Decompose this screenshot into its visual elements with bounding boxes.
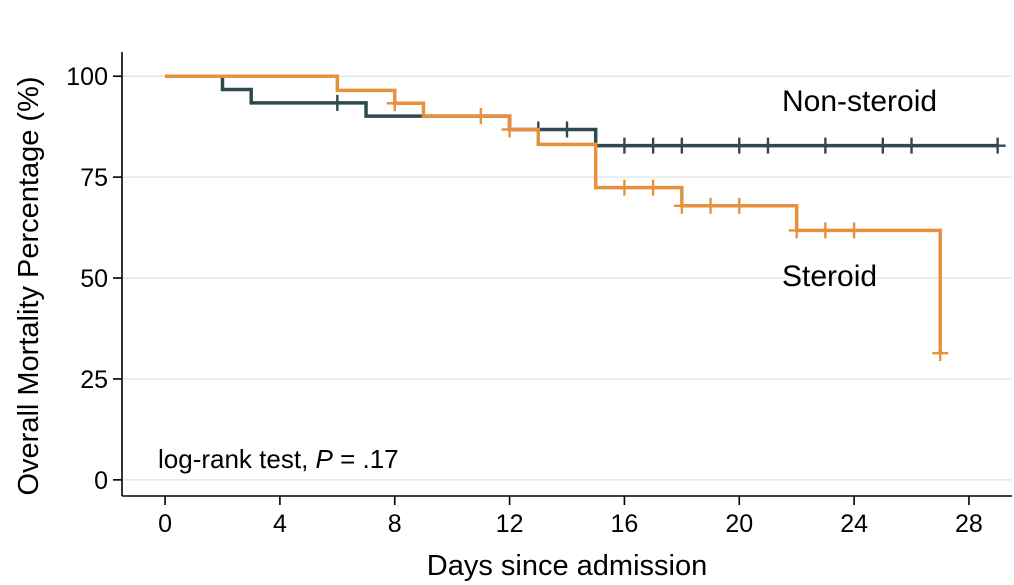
y-tick-label-25: 25 [80,366,108,394]
y-tick-label-0: 0 [94,467,108,495]
series [165,74,1006,362]
x-tick-label-0: 0 [158,510,172,538]
x-tick-label-8: 8 [388,510,402,538]
log-rank-text: log-rank test, [158,444,316,474]
axes [113,52,1012,505]
series-label-steroid: Steroid [782,260,877,293]
censor-mark-steroid-7 [731,197,748,214]
censor-mark-steroid-1 [472,108,489,125]
censor-mark-steroid-8 [788,222,805,239]
x-tick-label-4: 4 [273,510,287,538]
step-line-steroid [165,74,942,354]
censor-mark-non-steroid-5 [673,137,690,154]
x-tick-label-20: 20 [725,510,753,538]
censor-mark-non-steroid-10 [903,137,920,154]
x-tick-label-28: 28 [955,510,983,538]
p-symbol: P [316,444,334,474]
x-tick-label-16: 16 [611,510,639,538]
x-axis-title: Days since admission [427,550,707,582]
censor-mark-non-steroid-2 [559,121,575,138]
series-label-non-steroid: Non-steroid [782,85,937,118]
censor-mark-steroid-4 [645,179,662,196]
censor-mark-non-steroid-8 [817,137,834,154]
x-tick-label-24: 24 [840,510,868,538]
censor-mark-non-steroid-3 [616,137,633,154]
censor-mark-steroid-11 [932,345,949,362]
censor-mark-non-steroid-0 [329,94,346,111]
censor-mark-non-steroid-4 [645,137,662,154]
y-tick-label-75: 75 [80,164,108,192]
censor-mark-non-steroid-6 [731,137,748,154]
x-tick-label-12: 12 [496,510,524,538]
log-rank-annotation: log-rank test, P = .17 [158,444,399,474]
censor-mark-steroid-9 [817,222,834,239]
censor-mark-non-steroid-9 [874,137,891,154]
censor-mark-steroid-10 [846,222,863,239]
censor-mark-steroid-2 [501,121,518,138]
step-line-non-steroid [165,74,998,148]
censor-mark-steroid-3 [616,179,633,196]
censor-mark-steroid-6 [702,197,719,214]
tick-labels: 0 25 50 75 100 0 4 8 12 16 20 24 28 [66,63,983,538]
y-tick-label-50: 50 [80,265,108,293]
censor-mark-non-steroid-7 [759,137,776,154]
series-non-steroid [165,74,1006,154]
censor-mark-steroid-5 [673,197,690,214]
censor-mark-non-steroid-11 [989,137,1006,154]
p-value: = .17 [333,444,399,474]
series-steroid [165,74,949,362]
y-tick-label-100: 100 [66,63,108,91]
y-axis-title: Overall Mortality Percentage (%) [13,76,45,495]
censor-mark-steroid-0 [386,95,403,112]
